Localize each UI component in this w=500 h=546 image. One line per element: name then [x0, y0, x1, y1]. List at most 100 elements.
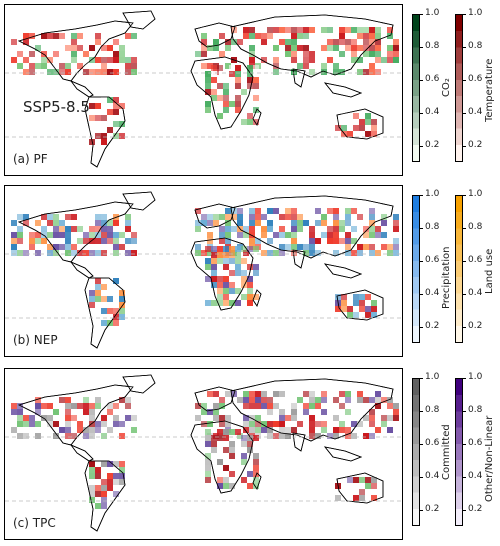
map-cell — [303, 403, 309, 409]
colorbar-label: Land use — [484, 248, 495, 294]
map-cell — [371, 306, 377, 312]
map-cell — [345, 232, 351, 238]
map-cell — [241, 477, 247, 483]
map-cell — [285, 45, 291, 51]
map-cell — [371, 119, 377, 125]
map-cell — [365, 483, 371, 489]
map-cell — [279, 39, 285, 45]
map-cell — [101, 296, 107, 302]
map-cell — [89, 127, 95, 133]
colorbar-tick: 0.2 — [419, 320, 440, 331]
colorbar-tick: 0.8 — [419, 221, 440, 232]
map-cell — [375, 57, 381, 63]
map-cell — [291, 244, 297, 250]
map-cell — [213, 415, 219, 421]
map-cell — [101, 45, 107, 51]
colorbar-tick: 0.8 — [462, 221, 483, 232]
map-cell — [357, 391, 363, 397]
map-cell — [71, 33, 77, 39]
colorbar-temperature — [455, 14, 463, 162]
map-cell — [223, 477, 229, 483]
map-cell — [247, 77, 253, 83]
map-cell — [35, 51, 41, 57]
map-cell — [309, 415, 315, 421]
map-cell — [229, 483, 235, 489]
map-cell — [347, 131, 353, 137]
map-cell — [205, 71, 211, 77]
map-cell — [249, 220, 255, 226]
map-cell — [339, 220, 345, 226]
map-cell — [107, 220, 113, 226]
map-cell — [237, 39, 243, 45]
map-cell — [387, 27, 393, 33]
map-cell — [363, 397, 369, 403]
map-cell — [345, 409, 351, 415]
map-cell — [381, 421, 387, 427]
map-cell — [219, 51, 225, 57]
map-cell — [351, 433, 357, 439]
map-cell — [89, 473, 95, 479]
map-cell — [363, 51, 369, 57]
map-cell — [365, 477, 371, 483]
map-cell — [369, 27, 375, 33]
map-cell — [333, 208, 339, 214]
map-cell — [89, 238, 95, 244]
map-cell — [255, 33, 261, 39]
map-cell — [339, 238, 345, 244]
map-cell — [201, 45, 207, 51]
map-cell — [267, 33, 273, 39]
map-cell — [125, 33, 131, 39]
map-cell — [95, 485, 101, 491]
map-cell — [11, 244, 17, 250]
map-cell — [95, 57, 101, 63]
map-cell — [217, 77, 223, 83]
map-cell — [207, 63, 213, 69]
map-cell — [119, 97, 125, 103]
map-cell — [119, 57, 125, 63]
map-cell — [249, 33, 255, 39]
colorbar-label: Other/Non-Linear — [484, 415, 495, 502]
map-cell — [89, 69, 95, 75]
map-cell — [393, 250, 399, 256]
map-cell — [101, 39, 107, 45]
map-cell — [77, 63, 83, 69]
map-cell — [261, 39, 267, 45]
map-cell — [47, 403, 53, 409]
map-cell — [213, 39, 219, 45]
map-cell — [95, 403, 101, 409]
colorbar-tick: 1.0 — [462, 8, 483, 18]
map-cell — [359, 300, 365, 306]
colorbar-tick: 0.6 — [419, 73, 440, 84]
map-cell — [107, 427, 113, 433]
map-cell — [327, 226, 333, 232]
map-cell — [211, 270, 217, 276]
map-cell — [205, 477, 211, 483]
map-cell — [235, 258, 241, 264]
map-cell — [107, 485, 113, 491]
map-cell — [89, 226, 95, 232]
map-cell — [363, 244, 369, 250]
map-cell — [101, 320, 107, 326]
map-cell — [363, 415, 369, 421]
map-cell — [315, 238, 321, 244]
map-cell — [345, 208, 351, 214]
map-cell — [375, 403, 381, 409]
map-cell — [53, 244, 59, 250]
map-cell — [71, 250, 77, 256]
map-cell — [347, 477, 353, 483]
map-cell — [101, 433, 107, 439]
map-cell — [119, 467, 125, 473]
map-cell — [369, 33, 375, 39]
map-cell — [11, 57, 17, 63]
continent-outline — [69, 444, 94, 462]
map-cell — [53, 232, 59, 238]
map-cell — [235, 300, 241, 306]
map-cell — [131, 57, 137, 63]
map-cell — [369, 244, 375, 250]
map-cell — [247, 276, 253, 282]
map-cell — [249, 57, 255, 63]
map-cell — [369, 220, 375, 226]
map-cell — [285, 232, 291, 238]
map-cell — [285, 427, 291, 433]
map-cell — [89, 409, 95, 415]
